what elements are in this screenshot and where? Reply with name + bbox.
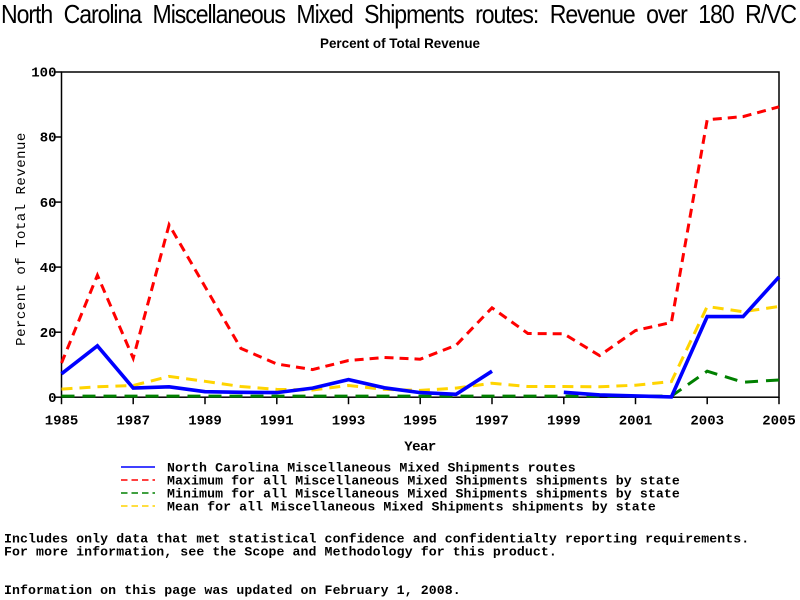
svg-text:1997: 1997 — [475, 413, 509, 429]
svg-text:North Carolina Miscellaneous M: North Carolina Miscellaneous Mixed Shipm… — [167, 461, 576, 476]
svg-text:1991: 1991 — [260, 413, 294, 429]
svg-text:1993: 1993 — [332, 413, 366, 429]
svg-text:1987: 1987 — [116, 413, 150, 429]
svg-text:2005: 2005 — [762, 413, 796, 429]
svg-text:20: 20 — [40, 326, 57, 342]
svg-text:Maximum for all Miscellaneous: Maximum for all Miscellaneous Mixed Ship… — [167, 474, 680, 489]
svg-text:40: 40 — [40, 261, 57, 277]
svg-text:Mean for all Miscellaneous Mix: Mean for all Miscellaneous Mixed Shipmen… — [167, 500, 656, 515]
svg-text:0: 0 — [48, 391, 56, 407]
svg-text:1989: 1989 — [188, 413, 222, 429]
svg-text:Includes only data that met st: Includes only data that met statistical … — [4, 532, 749, 547]
svg-text:Percent of Total Revenue: Percent of Total Revenue — [14, 132, 30, 346]
svg-text:80: 80 — [40, 131, 57, 147]
svg-text:Percent of Total Revenue: Percent of Total Revenue — [320, 35, 480, 51]
svg-text:60: 60 — [40, 196, 57, 212]
svg-text:Year: Year — [404, 439, 436, 455]
svg-text:For more information, see the: For more information, see the Scope and … — [4, 545, 557, 560]
svg-text:100: 100 — [31, 66, 56, 82]
svg-text:North Carolina Miscellaneous M: North Carolina Miscellaneous Mixed Shipm… — [1, 0, 796, 29]
svg-text:1985: 1985 — [45, 413, 79, 429]
svg-text:2001: 2001 — [619, 413, 653, 429]
svg-text:Minimum for all Miscellaneous: Minimum for all Miscellaneous Mixed Ship… — [167, 487, 680, 502]
svg-text:2003: 2003 — [690, 413, 724, 429]
svg-text:1995: 1995 — [403, 413, 437, 429]
svg-text:Information on this page was u: Information on this page was updated on … — [4, 583, 461, 598]
svg-text:1999: 1999 — [547, 413, 581, 429]
